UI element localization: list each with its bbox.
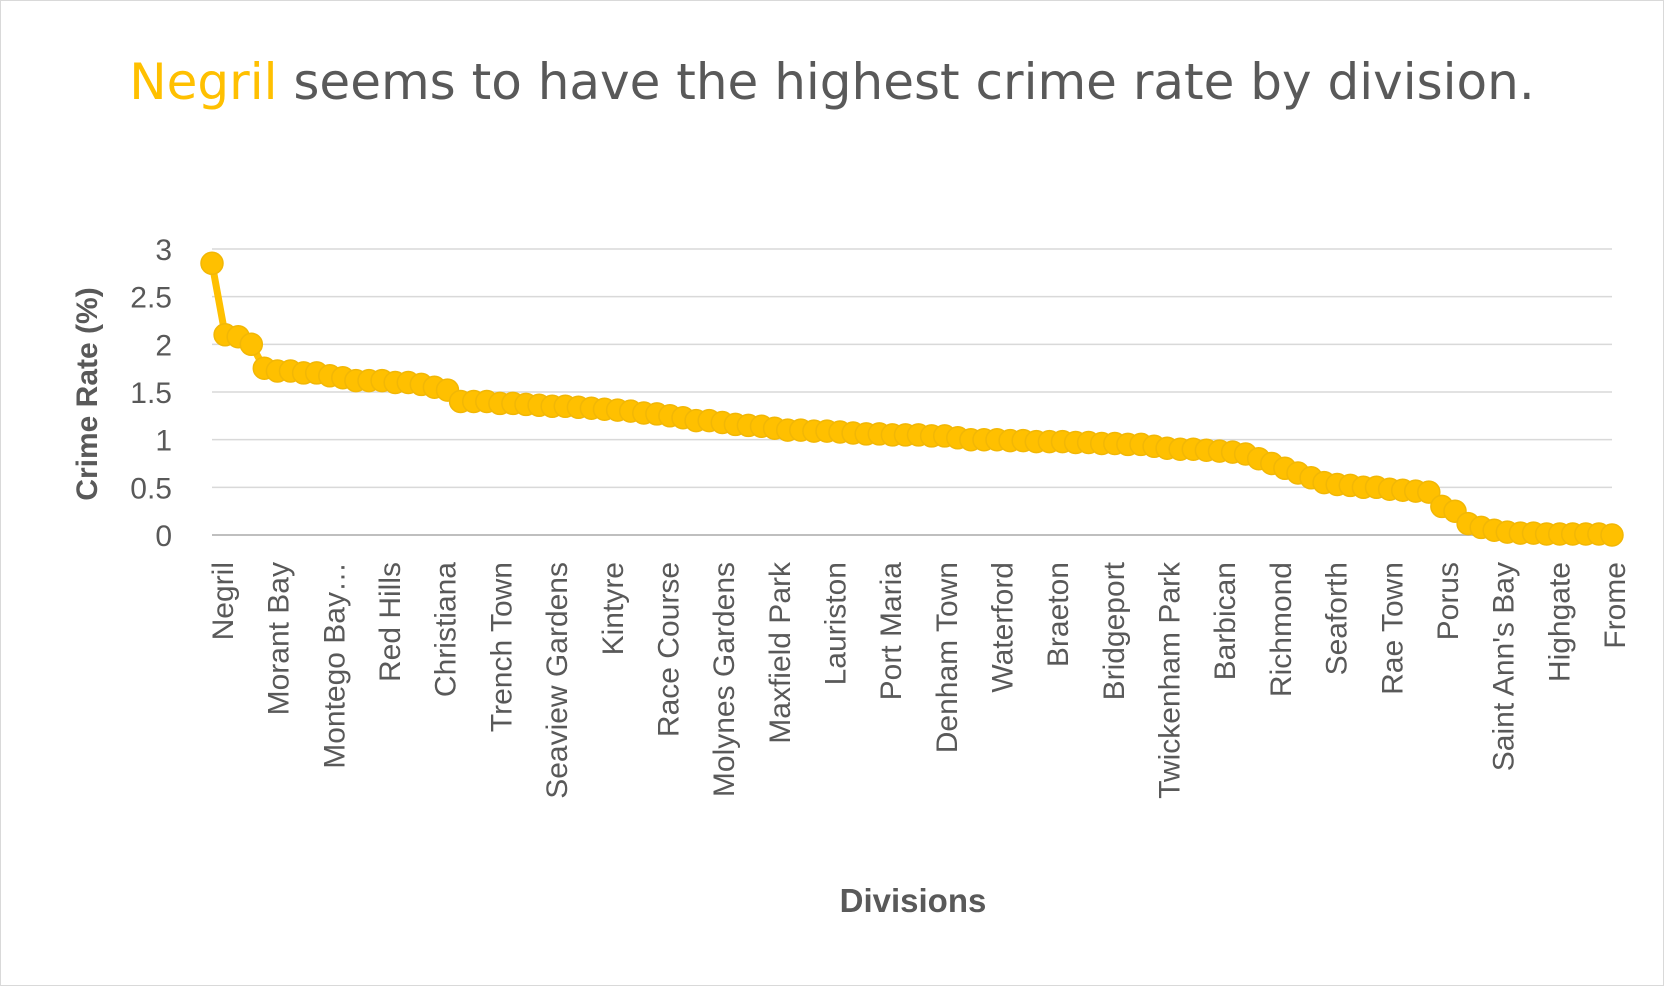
x-tick-label: Saint Ann's Bay <box>1488 562 1521 771</box>
chart-title: Negril seems to have the highest crime r… <box>0 42 1664 122</box>
x-tick-label: Seaforth <box>1321 562 1354 675</box>
x-tick-labels: Negril Morant Bay Montego Bay… Red Hills Chr… <box>207 561 1632 799</box>
y-tick-label: 3 <box>155 234 172 267</box>
x-tick-label: Trench Town <box>485 562 518 732</box>
x-tick-label: Waterford <box>987 562 1020 693</box>
y-tick-label: 2 <box>155 329 172 362</box>
data-point <box>239 332 264 357</box>
x-tick-label: Christiana <box>430 562 463 697</box>
x-tick-label: Barbican <box>1209 562 1242 680</box>
x-tick-label: Lauriston <box>819 562 852 685</box>
data-points <box>200 251 1624 547</box>
x-tick-label: Frome <box>1599 562 1632 649</box>
data-point <box>1600 523 1624 547</box>
x-tick-label: Morant Bay <box>263 562 296 715</box>
chart-title-highlight: Negril <box>129 53 278 111</box>
y-tick-label: 0 <box>155 520 172 553</box>
y-tick-label: 1.5 <box>130 377 172 410</box>
x-tick-label: Maxfield Park <box>764 561 797 744</box>
x-tick-label: Montego Bay… <box>318 562 351 769</box>
y-tick-labels: 0 0.5 1 1.5 2 2.5 3 <box>130 234 172 553</box>
y-tick-label: 1 <box>155 425 172 458</box>
data-point <box>200 251 224 276</box>
y-axis-title: Crime Rate (%) <box>71 287 104 500</box>
x-tick-label: Rae Town <box>1376 562 1409 695</box>
x-axis-title: Divisions <box>840 882 987 919</box>
x-tick-label: Highgate <box>1543 562 1576 682</box>
x-tick-label: Kintyre <box>597 562 630 655</box>
x-tick-label: Twickenham Park <box>1154 561 1187 799</box>
x-tick-label: Denham Town <box>931 562 964 753</box>
x-tick-label: Port Maria <box>875 562 908 701</box>
x-tick-label: Richmond <box>1265 562 1298 697</box>
chart-title-rest: seems to have the highest crime rate by … <box>277 53 1535 111</box>
x-tick-label: Race Course <box>652 562 685 737</box>
x-tick-label: Negril <box>207 562 240 640</box>
x-tick-label: Seaview Gardens <box>541 562 574 799</box>
x-tick-label: Molynes Gardens <box>708 562 741 797</box>
x-tick-label: Porus <box>1432 562 1465 640</box>
y-tick-label: 2.5 <box>130 282 172 315</box>
x-tick-label: Bridgeport <box>1098 561 1131 700</box>
x-tick-label: Braeton <box>1042 562 1075 667</box>
y-tick-label: 0.5 <box>130 472 172 505</box>
x-tick-label: Red Hills <box>374 562 407 682</box>
